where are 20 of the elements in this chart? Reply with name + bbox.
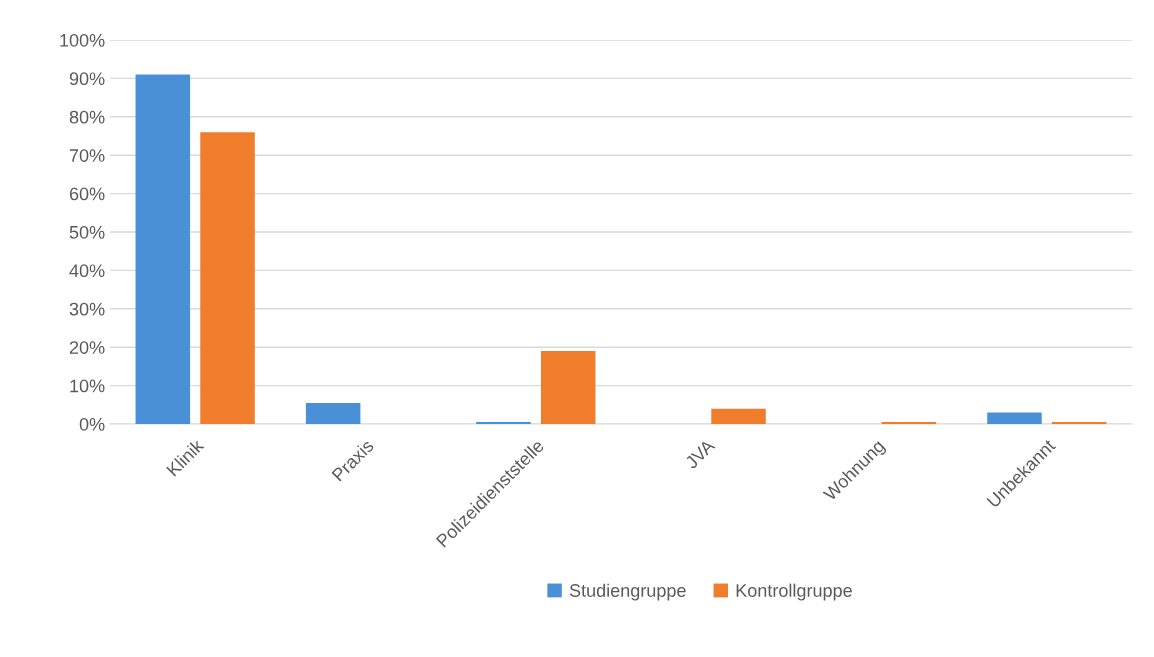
y-tick-label: 20% [69, 341, 105, 354]
bar [135, 74, 191, 424]
x-tick-label: JVA [684, 438, 716, 470]
y-tick-label: 0% [79, 417, 105, 431]
y-tick-label: 10% [70, 379, 105, 393]
y-tick-label: 50% [69, 225, 105, 239]
y-tick-label: 40% [69, 264, 105, 278]
y-tick-label: 70% [69, 149, 105, 162]
bar [711, 408, 766, 424]
bar [200, 132, 255, 424]
bar [305, 402, 361, 424]
y-tick-label: 90% [69, 72, 105, 86]
y-tick-label: 80% [69, 110, 105, 124]
y-tick-label: 100% [60, 33, 105, 47]
bar [540, 351, 596, 424]
bar [987, 412, 1042, 424]
y-tick-label: 60% [69, 187, 105, 201]
legend-label: Studiengruppe [569, 583, 686, 601]
y-tick-label: 30% [69, 302, 105, 316]
legend-label: Kontrollgruppe [736, 583, 852, 601]
